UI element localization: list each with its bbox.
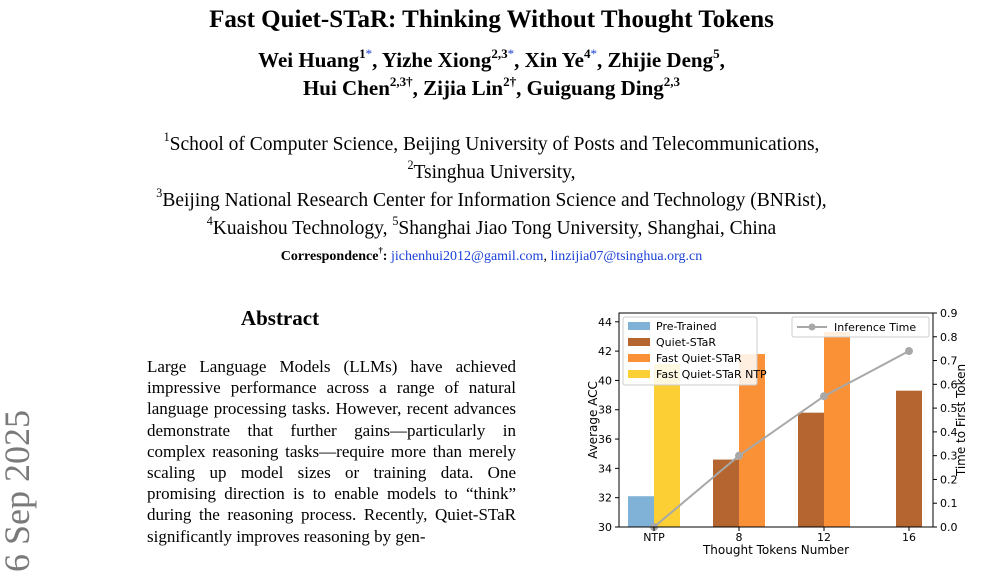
paper-title: Fast Quiet-STaR: Thinking Without Though… [209, 6, 774, 33]
y2-tick-label: 0.2 [940, 473, 958, 486]
bar-legend-box [622, 316, 758, 386]
y-tick-label: 42 [598, 345, 612, 358]
y-tick-label: 32 [598, 492, 612, 505]
y2-tick-label: 0.5 [940, 402, 958, 415]
legend-label: Pre-Trained [656, 320, 717, 333]
bar-fast-quiet-star-ntp-NTP [654, 364, 680, 527]
x-tick-label: 8 [736, 531, 743, 544]
inference-time-point-8 [735, 451, 743, 460]
x-axis-label: Thought Tokens Number [702, 543, 849, 557]
y-tick-label: 36 [598, 433, 612, 446]
legend-label: Inference Time [834, 321, 916, 334]
bar-fast-quiet-star-12 [824, 332, 850, 527]
bar-quiet-star-16 [896, 390, 922, 527]
legend-line-marker [808, 323, 816, 331]
affiliation-1: 1School of Computer Science, Beijing Uni… [163, 130, 820, 155]
legend-label: Fast Quiet-STaR [656, 352, 742, 365]
email-link-2[interactable]: linzijia07@tsinghua.org.cn [550, 249, 703, 264]
line-legend-box [791, 316, 930, 338]
inference-time-point-16 [905, 347, 913, 356]
y-tick-label: 34 [598, 462, 612, 475]
inference-time-point-12 [820, 392, 828, 401]
legend-label: Fast Quiet-STaR NTP [656, 368, 767, 381]
affiliation-3: 3Beijing National Research Center for In… [156, 186, 827, 211]
y-tick-label: 44 [598, 316, 612, 329]
author-name: Zhijie Deng [607, 48, 714, 72]
abstract-text: Large Language Models (LLMs) have achiev… [147, 357, 516, 546]
y-tick-label: 40 [598, 374, 612, 387]
y2-tick-label: 0.7 [940, 355, 958, 368]
author-name: Wei Huang [258, 48, 360, 72]
y2-tick-label: 0.0 [940, 521, 958, 534]
y2-tick-label: 0.4 [940, 426, 958, 439]
legend-label: Quiet-STaR [656, 336, 716, 349]
legend-swatch [628, 370, 650, 378]
author-name: Guiguang Ding [526, 76, 664, 100]
y-axis-label: Average ACC [586, 381, 600, 459]
abstract-heading: Abstract [240, 306, 320, 330]
legend-swatch [628, 338, 650, 346]
bar-pre-trained-NTP [628, 496, 654, 527]
author-name: Zijia Lin [423, 76, 504, 100]
author-name: Xin Ye [524, 48, 584, 72]
bar-quiet-star-12 [798, 412, 824, 527]
y2-tick-label: 0.3 [940, 450, 958, 463]
y2-axis-label: Time to First Token [954, 364, 968, 477]
legend-swatch [628, 322, 650, 330]
legend-swatch [628, 354, 650, 362]
y2-tick-label: 0.8 [940, 331, 958, 344]
y-tick-label: 30 [598, 521, 612, 534]
bar-quiet-star-8 [713, 459, 739, 527]
correspondence-label: Correspondence†: [280, 245, 388, 264]
x-tick-label: NTP [643, 531, 665, 544]
inference-time-line [653, 350, 910, 528]
author-line-2: Hui Chen2,3†, Zijia Lin2†, Guiguang Ding… [302, 73, 681, 100]
affiliation-4: 4Kuaishou Technology, 5Shanghai Jiao Ton… [206, 214, 777, 239]
x-tick-label: 16 [902, 531, 916, 544]
email-link-1[interactable]: jichenhui2012@gamil.com [390, 249, 544, 264]
plot-frame [618, 312, 934, 528]
author-name: Hui Chen [302, 76, 390, 100]
author-line-1: Wei Huang1*, Yizhe Xiong2,3*, Xin Ye4*, … [258, 45, 725, 72]
y2-tick-label: 0.6 [940, 378, 958, 391]
author-name: Yizhe Xiong [381, 48, 492, 72]
y2-tick-label: 0.9 [940, 307, 958, 320]
affiliation-2: 2Tsinghua University, [407, 158, 576, 183]
y-tick-label: 38 [598, 404, 612, 417]
y2-tick-label: 0.1 [940, 497, 958, 510]
correspondence: Correspondence†: jichenhui2012@gamil.com… [280, 245, 703, 264]
x-tick-label: 12 [817, 531, 831, 544]
